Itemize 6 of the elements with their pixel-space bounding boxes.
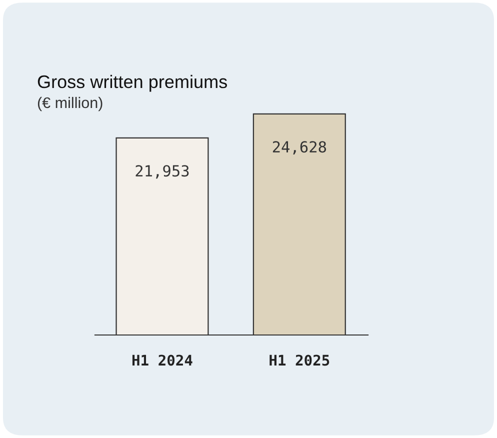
x-tick-label: H1 2025 <box>270 354 330 366</box>
x-tick-label: H1 2024 <box>132 354 192 366</box>
data-label: 24,628 <box>272 141 326 155</box>
chart-title: Gross written premiums <box>38 74 227 92</box>
chart-subtitle: (€ million) <box>38 96 102 112</box>
data-label: 21,953 <box>136 165 189 179</box>
